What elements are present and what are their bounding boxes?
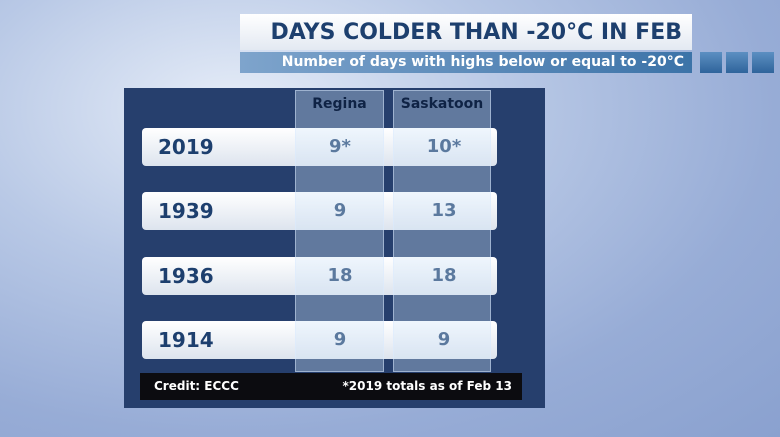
cell: 18 [431,265,457,286]
cell: 9 [437,329,451,350]
column-header: Saskatoon [400,96,484,112]
row-year: 1936 [158,264,214,288]
row-bar [142,321,497,359]
footnote: *2019 totals as of Feb 13 [342,379,512,393]
column-highlight [295,90,384,372]
row-year: 2019 [158,135,214,159]
footer: Credit: ECCC *2019 totals as of Feb 13 [140,373,522,400]
decor-square [752,52,774,73]
decor-square [700,52,722,73]
cell: 18 [327,265,353,286]
row-bar [142,192,497,230]
credit: Credit: ECCC [154,379,239,393]
row-bar [142,257,497,295]
title: DAYS COLDER THAN -20°C IN FEB [240,14,692,50]
decor-square [726,52,748,73]
cell: 13 [431,200,457,221]
subtitle: Number of days with highs below or equal… [240,52,692,73]
column-highlight [393,90,491,372]
row-bar [142,128,497,166]
row-year: 1939 [158,199,214,223]
cell: 9* [329,136,351,157]
cell: 9 [333,200,347,221]
row-year: 1914 [158,328,214,352]
cell: 9 [333,329,347,350]
cell: 10* [426,136,462,157]
column-header: Regina [312,96,367,112]
